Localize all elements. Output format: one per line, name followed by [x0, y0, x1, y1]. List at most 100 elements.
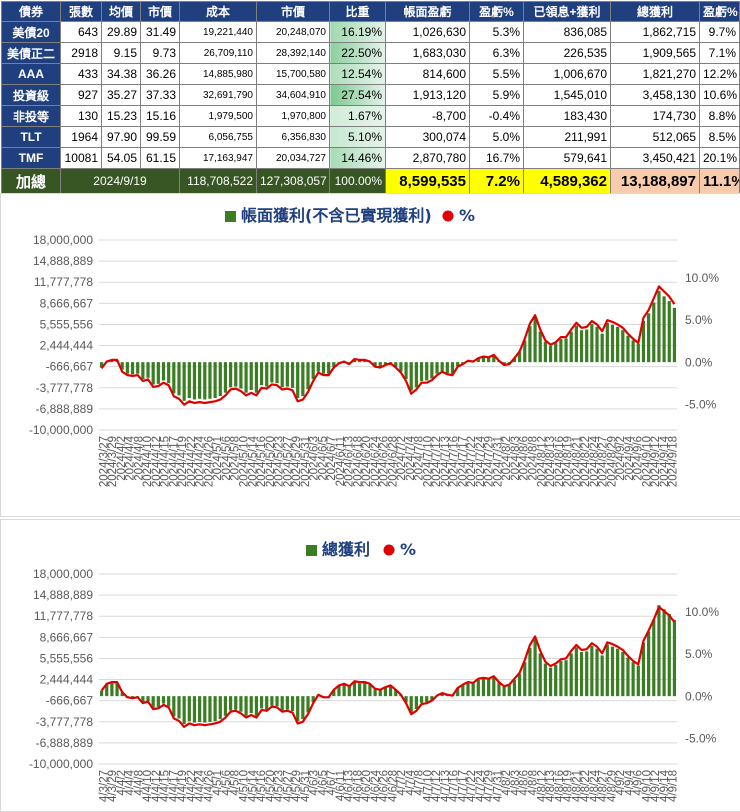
cell-avg: 35.27: [101, 84, 141, 106]
bar: [487, 679, 491, 697]
y-tick-label: -666,667: [46, 360, 94, 374]
cell-weight: 5.10%: [329, 126, 386, 148]
cell-total-pct: 10.6%: [699, 84, 740, 106]
bar: [115, 683, 119, 697]
bar: [435, 362, 439, 374]
bar: [419, 696, 424, 703]
x-tick-label: 4/6/3: [309, 770, 321, 796]
bar: [172, 362, 176, 394]
bar: [254, 696, 258, 716]
x-tick-label: 4/7/31: [493, 770, 505, 802]
total-paper: 8,599,535: [385, 168, 470, 194]
bar: [425, 362, 429, 381]
bar: [610, 324, 615, 363]
y-tick-label: -666,667: [46, 694, 94, 708]
x-tick-label: 2024/6/18: [352, 436, 364, 487]
bar: [223, 362, 228, 393]
cell-avg: 54.05: [101, 147, 141, 169]
x-tick-label: 4/5/27: [282, 770, 294, 802]
bar: [667, 301, 671, 363]
table-row: TLT 1964 97.90 99.59 6,056,755 6,356,830 5.10%…: [1, 126, 740, 148]
bar: [631, 662, 635, 697]
bar: [569, 653, 573, 697]
x-tick-label: 4/6/24: [370, 769, 382, 802]
x-tick-label: 4/7/2: [396, 770, 408, 796]
cell-cost: 17,163,947: [179, 147, 257, 169]
y-tick-label: 11,777,778: [34, 609, 93, 623]
bar: [543, 663, 547, 697]
bar: [311, 696, 315, 703]
table-row: 非投等 130 15.23 15.16 1,979,500 1,970,800 1.67% -…: [1, 105, 740, 127]
cell-div: 183,430: [523, 105, 611, 127]
bar: [120, 692, 124, 697]
bar: [481, 356, 486, 363]
bar: [394, 690, 398, 697]
cell-price: 31.49: [140, 21, 180, 43]
bar: [657, 605, 661, 697]
bar: [177, 362, 181, 396]
bar: [203, 696, 207, 723]
x-tick-label: 4/9/4: [624, 769, 636, 795]
bar: [270, 362, 274, 383]
bar: [554, 343, 558, 363]
cell-qty: 130: [60, 105, 102, 127]
bar: [569, 331, 573, 363]
x-tick-label: 2024/6/26: [379, 436, 391, 487]
bar: [285, 362, 289, 387]
x-tick-label: 4/8/21: [571, 770, 583, 802]
bar: [213, 362, 217, 399]
bar: [187, 696, 191, 722]
bar: [146, 362, 150, 378]
x-tick-label: 2024/5/1: [212, 436, 224, 481]
cell-paper-pct: -0.4%: [469, 105, 524, 127]
cell-price: 36.26: [140, 63, 180, 85]
bar: [198, 362, 202, 399]
header-cell: 市價: [140, 1, 180, 22]
bar: [548, 345, 553, 363]
bar: [595, 326, 599, 363]
x-tick-label: 2024/9/10: [641, 436, 653, 487]
x-tick-label: 2024/6/24: [370, 435, 382, 487]
x-tick-label: 2024/6/13: [344, 436, 356, 487]
cell-paper-pct: 5.3%: [469, 21, 524, 43]
percent-line: [100, 605, 676, 728]
total-row: 加總 2024/9/19 118,708,522 127,308,057 100…: [1, 168, 740, 194]
y-tick-label: 8,666,667: [40, 296, 94, 310]
bar: [672, 620, 677, 697]
total-profit-chart-panel: 總獲利% 18,000,000 14,888,889 11,777,778 8,666,…: [0, 519, 740, 812]
y-tick-label: 14,888,889: [33, 588, 93, 602]
bar: [430, 696, 434, 701]
bar: [445, 362, 449, 373]
bar: [259, 362, 264, 386]
cell-qty: 2918: [60, 42, 102, 64]
cell-total: 174,730: [610, 105, 700, 127]
bar: [585, 329, 589, 363]
y-tick-label: 18,000,000: [33, 233, 93, 247]
legend-bar-label: 總獲利: [322, 540, 370, 559]
x-tick-label: 2024/3/27: [98, 436, 110, 487]
cell-paper: 1,913,120: [385, 84, 470, 106]
bar: [523, 662, 527, 697]
bar: [538, 653, 542, 697]
table-row: TMF 10081 54.05 61.15 17,163,947 20,034,727 14…: [1, 147, 740, 169]
bar: [213, 696, 217, 722]
bar: [239, 696, 243, 712]
y-tick-label: -6,888,889: [36, 736, 94, 750]
x-tick-label: 2024/8/19: [563, 436, 575, 487]
bar: [275, 362, 279, 384]
bar: [378, 362, 382, 367]
bar: [461, 685, 465, 697]
bar: [151, 362, 155, 385]
bar: [657, 290, 661, 363]
y-tick-label: -6,888,889: [36, 402, 94, 416]
bar: [399, 362, 403, 372]
bar: [641, 320, 646, 363]
bar: [229, 362, 233, 388]
bar: [301, 362, 305, 397]
bar: [533, 639, 537, 697]
bar: [456, 362, 460, 367]
x-tick-label: 2024/4/10: [142, 436, 154, 487]
x-tick-label: 4/4/4: [125, 769, 137, 795]
header-cell: 張數: [60, 1, 102, 22]
x-tick-label: 4/7/29: [484, 770, 496, 802]
